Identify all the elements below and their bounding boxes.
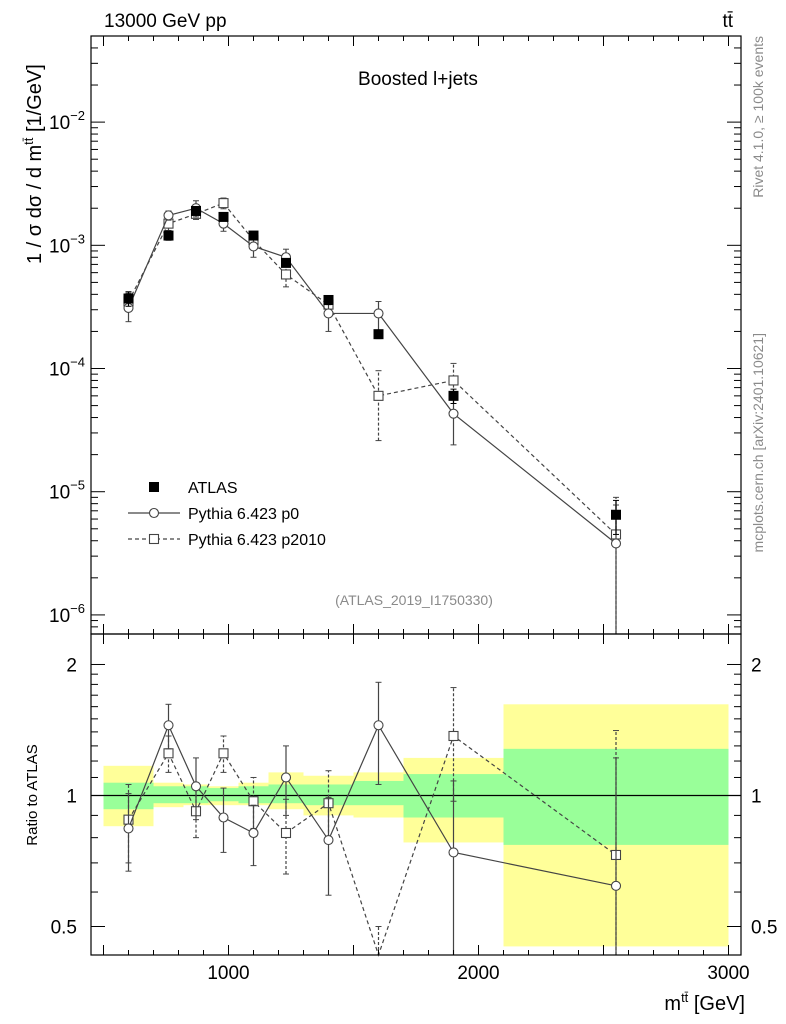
ratio-p0-line	[127, 723, 617, 887]
ratio-p2010-point	[218, 748, 229, 759]
main-p0-point	[448, 408, 459, 419]
x-tick-label: 3000	[707, 963, 749, 984]
main-p2010-point	[280, 269, 292, 280]
ratio-y-tick-label-right: 1	[751, 786, 762, 807]
main-y-tick-label: 10−2	[49, 108, 85, 134]
main-p2010-line	[127, 202, 617, 535]
tick-exponent: −3	[70, 231, 85, 246]
main-y-tick-label: 10−4	[49, 355, 85, 381]
tick-base: 10	[49, 483, 70, 504]
ratio-p0-point	[323, 834, 334, 846]
legend-label: Pythia 6.423 p0	[188, 506, 299, 523]
ratio-p0-point	[373, 720, 384, 731]
main-p2010-point	[218, 198, 229, 209]
tick-base: 10	[49, 606, 70, 627]
tick-exponent: −5	[70, 478, 85, 493]
main-p0-line	[127, 207, 617, 544]
ratio-y-tick-label-left: 0.5	[51, 917, 77, 938]
ratio-p0-point	[280, 772, 292, 783]
main-atlas-point	[191, 205, 201, 216]
ratio-p2010-point	[248, 796, 259, 807]
ratio-stat-band	[353, 780, 404, 806]
main-atlas-point	[248, 230, 259, 241]
ratio-y-axis-title: Ratio to ATLAS	[24, 744, 41, 845]
header-right-label: tt̄	[722, 11, 733, 32]
main-y-axis-title: 1 / σ dσ / d mtt̄ [1/GeV]	[21, 64, 46, 264]
ratio-uncertainty-bands	[103, 704, 729, 947]
main-atlas-point	[448, 390, 459, 401]
main-y-title-part-1: 1 / σ dσ / d m	[24, 145, 46, 264]
ratio-y-tick-label-left: 2	[66, 655, 77, 676]
ratio-p2010-point	[448, 730, 459, 742]
x-axis-title: mtt̄ [GeV]	[664, 990, 745, 1015]
main-p0-point	[323, 308, 334, 319]
reference-code-label: (ATLAS_2019_I1750330)	[335, 592, 493, 608]
main-p0-point	[163, 210, 174, 221]
main-p0-point	[248, 241, 259, 252]
x-title-m: m	[664, 993, 681, 1015]
x-tick-label: 1000	[207, 963, 249, 984]
ratio-p0-point	[610, 880, 622, 891]
x-title-unit: [GeV]	[688, 993, 745, 1015]
x-title-sup: tt̄	[681, 990, 689, 1005]
main-series-layer	[123, 197, 622, 634]
header-left-label: 13000 GeV pp	[104, 11, 227, 32]
ratio-p0-point	[163, 720, 174, 731]
x-tick-label: 2000	[457, 963, 499, 984]
legend-label: ATLAS	[188, 480, 238, 497]
main-y-axis-title-text: 1 / σ dσ / d mtt̄ [1/GeV]	[21, 64, 46, 264]
mcplots-reference-label: mcplots.cern.ch [arXiv:2401.10621]	[750, 333, 766, 552]
main-atlas-point	[123, 293, 134, 304]
ratio-p2010-point	[163, 748, 174, 759]
main-y-tick-label: 10−6	[49, 601, 85, 627]
ratio-y-tick-label-right: 2	[751, 655, 762, 676]
main-y-tick-label: 10−5	[49, 478, 85, 504]
main-p0-point	[373, 308, 384, 319]
main-p0-point	[610, 538, 622, 549]
legend-marker	[149, 482, 159, 492]
ratio-y-tick-label-left: 1	[66, 786, 77, 807]
legend-label: Pythia 6.423 p2010	[188, 532, 326, 549]
x-axis-title-text: mtt̄ [GeV]	[664, 990, 745, 1015]
legend-marker	[148, 507, 160, 519]
main-y-title-part-2: [1/GeV]	[24, 64, 46, 137]
ratio-plot-frame	[90, 633, 742, 956]
main-p2010-point	[448, 375, 459, 386]
main-atlas-point	[373, 329, 384, 340]
ratio-p0-point	[448, 847, 459, 858]
rivet-version-label: Rivet 4.1.0, ≥ 100k events	[750, 36, 766, 198]
main-p2010-point	[373, 390, 384, 401]
tick-base: 10	[49, 360, 70, 381]
tick-exponent: −2	[70, 108, 85, 123]
main-plot-title: Boosted l+jets	[358, 69, 478, 90]
ratio-p0-point	[218, 812, 229, 823]
ratio-stat-band	[238, 786, 269, 804]
tick-base: 10	[49, 113, 70, 134]
main-atlas-point	[281, 257, 291, 268]
ratio-stat-band	[153, 786, 184, 804]
main-atlas-point	[218, 211, 229, 222]
ratio-p2010-point	[280, 827, 292, 839]
main-atlas-point	[611, 509, 621, 520]
legend-marker	[148, 533, 160, 545]
main-atlas-point	[163, 230, 174, 241]
tick-exponent: −6	[70, 601, 85, 616]
ratio-p0-point	[248, 827, 259, 839]
ratio-y-tick-label-right: 0.5	[751, 917, 777, 938]
main-atlas-point	[323, 294, 334, 305]
ratio-series-layer	[123, 681, 622, 957]
tick-base: 10	[49, 236, 70, 257]
legend: ATLAS Pythia 6.423 p0 Pythia 6.423 p2010	[128, 480, 326, 549]
ratio-p0-point	[190, 781, 202, 792]
main-y-title-sup: tt̄	[21, 137, 36, 145]
tick-exponent: −4	[70, 355, 85, 370]
ratio-p0-point	[123, 823, 134, 834]
main-y-tick-label: 10−3	[49, 231, 85, 257]
